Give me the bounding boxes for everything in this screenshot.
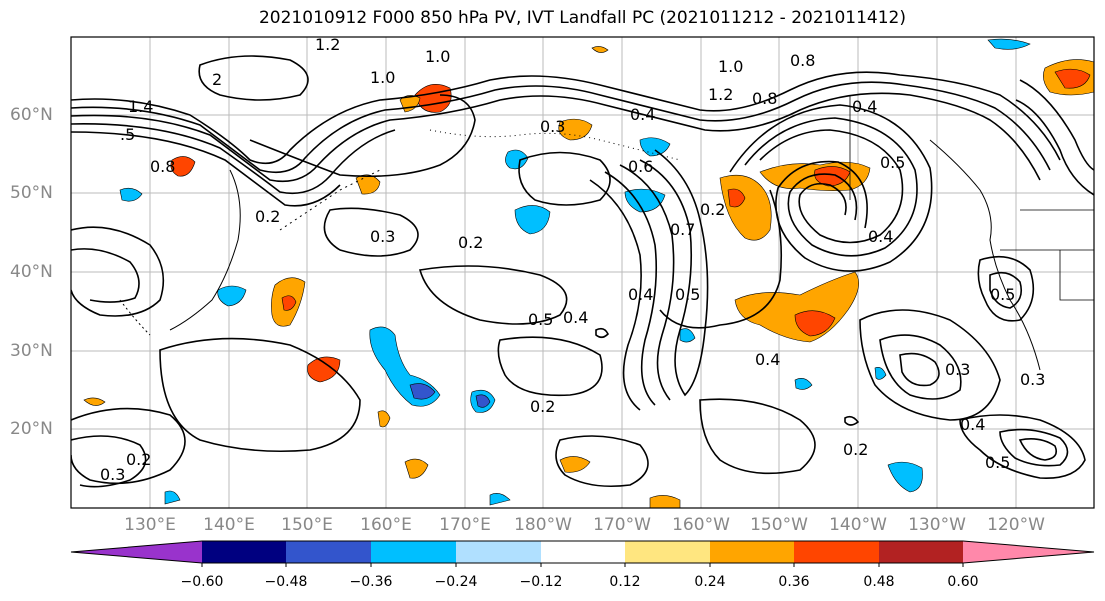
lon-label: 170°W <box>593 515 651 535</box>
colorbar-tick-label: 0.12 <box>609 574 641 590</box>
ivt-contours <box>71 55 1094 488</box>
contour-label: 0.6 <box>628 157 653 176</box>
lon-label: 170°E <box>439 515 491 535</box>
colorbar-segment <box>963 541 1094 563</box>
colorbar-tick-label: −0.12 <box>519 574 563 590</box>
colorbar-segment <box>710 541 794 563</box>
pv-shading-positive <box>83 46 1094 508</box>
contour-label: 1.0 <box>370 68 395 87</box>
colorbar-segment <box>625 541 710 563</box>
colorbar-tick-label: 0.60 <box>947 574 979 590</box>
contour-label: 2 <box>212 70 222 89</box>
colorbar-segment <box>794 541 879 563</box>
contour-label: 0.5 <box>985 453 1010 472</box>
lon-label: 140°E <box>203 515 255 535</box>
contour-label: 0.4 <box>960 415 985 434</box>
map-frame <box>70 36 1095 509</box>
lon-label: 130°E <box>124 515 176 535</box>
contour-label-group: 1.2 1.0 1.0 2 1.4 .5 0.8 0.2 0.3 0.2 0.3… <box>100 35 1045 484</box>
lat-label: 60°N <box>10 105 53 125</box>
lon-label: 180°W <box>514 515 572 535</box>
contour-label: 0.4 <box>755 350 780 369</box>
colorbar-tick-label: −0.36 <box>349 574 393 590</box>
colorbar-tick-label: −0.48 <box>264 574 308 590</box>
contour-label: 1.0 <box>425 47 450 66</box>
map-content: 1.2 1.0 1.0 2 1.4 .5 0.8 0.2 0.3 0.2 0.3… <box>71 35 1094 508</box>
contour-label: 1.4 <box>128 97 153 116</box>
colorbar-segment <box>541 541 625 563</box>
contour-label: 0.3 <box>945 360 970 379</box>
contour-label: 0.8 <box>790 51 815 70</box>
lat-label: 20°N <box>10 419 53 439</box>
contour-label: 0.2 <box>126 450 151 469</box>
contour-label: 0.8 <box>752 89 777 108</box>
contour-label: 0.8 <box>150 157 175 176</box>
lon-label: 150°W <box>750 515 808 535</box>
contour-label: 0.3 <box>370 227 395 246</box>
contour-label: 0.5 <box>990 285 1015 304</box>
map-title: 2021010912 F000 850 hPa PV, IVT Landfall… <box>258 8 906 28</box>
colorbar-segment <box>371 541 456 563</box>
contour-label: 0.2 <box>530 397 555 416</box>
contour-label: 0.3 <box>100 465 125 484</box>
contour-label: 0.3 <box>540 117 565 136</box>
colorbar-tick-label: 0.48 <box>863 574 895 590</box>
colorbar-segment <box>879 541 963 563</box>
colorbar-segment <box>456 541 541 563</box>
lat-label: 40°N <box>10 262 53 282</box>
contour-label: 0.2 <box>843 440 868 459</box>
colorbar-segment <box>71 541 202 563</box>
coastlines <box>119 95 1094 371</box>
lon-label: 120°W <box>987 515 1045 535</box>
graticule <box>71 37 1094 508</box>
contour-label: 1.2 <box>315 35 340 54</box>
contour-label: 0.3 <box>1020 370 1045 389</box>
lon-label: 160°W <box>672 515 730 535</box>
colorbar-tick-label: −0.24 <box>434 574 478 590</box>
contour-label: 0.4 <box>563 308 588 327</box>
colorbar-segment <box>202 541 286 563</box>
contour-label: 0.5 <box>880 153 905 172</box>
lat-label: 50°N <box>10 183 53 203</box>
contour-label: 0.7 <box>670 220 695 239</box>
colorbar-tick-label: 0.36 <box>778 574 810 590</box>
contour-label: 0.4 <box>852 97 877 116</box>
contour-label: 0.5 <box>528 310 553 329</box>
contour-label: 0.2 <box>700 200 725 219</box>
lon-label: 150°E <box>281 515 333 535</box>
contour-label: 1.0 <box>718 57 743 76</box>
lon-label: 160°E <box>360 515 412 535</box>
contour-label: 1.2 <box>708 85 733 104</box>
colorbar <box>70 540 1095 567</box>
contour-label: 0.5 <box>675 285 700 304</box>
lat-label: 30°N <box>10 341 53 361</box>
lon-label: 140°W <box>829 515 887 535</box>
contour-label: 0.2 <box>458 233 483 252</box>
colorbar-tick-label: 0.24 <box>694 574 726 590</box>
contour-label: 0.4 <box>628 285 653 304</box>
colorbar-tick-label: −0.60 <box>180 574 224 590</box>
contour-label: 0.4 <box>630 105 655 124</box>
contour-label: 0.2 <box>255 207 280 226</box>
lon-label: 130°W <box>908 515 966 535</box>
contour-label: 0.4 <box>868 227 893 246</box>
contour-label: .5 <box>120 125 135 144</box>
colorbar-segment <box>286 541 371 563</box>
